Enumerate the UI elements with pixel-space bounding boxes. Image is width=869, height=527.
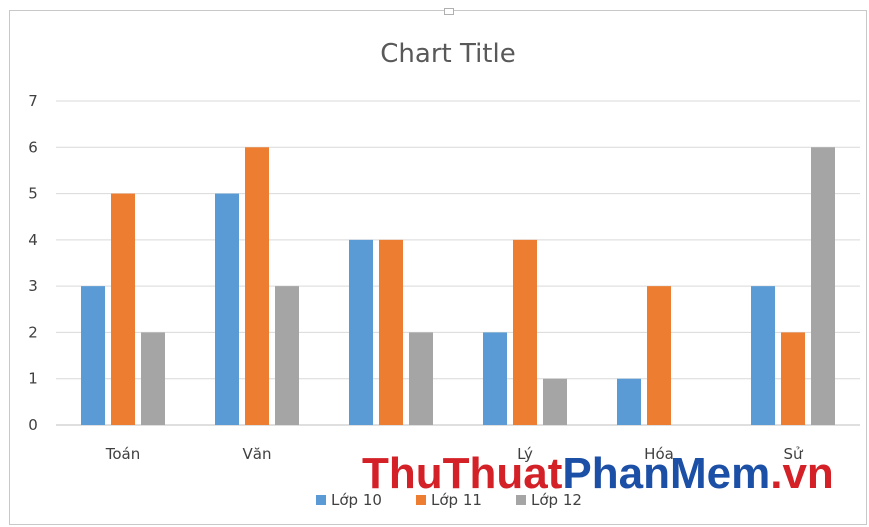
y-tick-label: 3 — [28, 277, 38, 295]
x-tick-label: Văn — [243, 445, 272, 463]
y-tick-label: 2 — [28, 323, 38, 341]
bar[interactable] — [141, 332, 165, 425]
legend-item[interactable]: Lớp 12 — [516, 491, 582, 509]
bar[interactable] — [245, 147, 269, 426]
legend-item[interactable]: Lớp 10 — [316, 491, 382, 509]
bar[interactable] — [275, 286, 299, 425]
watermark: ThuThuatPhanMem.vn — [362, 449, 834, 498]
bar[interactable] — [811, 147, 835, 426]
y-tick-label: 1 — [28, 370, 38, 388]
bar[interactable] — [647, 286, 671, 425]
legend-label: Lớp 10 — [331, 491, 382, 509]
bar[interactable] — [751, 286, 775, 425]
bar[interactable] — [543, 378, 567, 425]
x-tick-label: Lý — [517, 445, 533, 463]
bar[interactable] — [81, 286, 105, 425]
watermark-part-2: PhanMem — [562, 449, 770, 498]
bar[interactable] — [409, 332, 433, 425]
bar[interactable] — [617, 378, 641, 425]
y-tick-label: 4 — [28, 231, 38, 249]
legend-item[interactable]: Lớp 11 — [416, 491, 482, 509]
legend[interactable]: Lớp 10 Lớp 11 Lớp 12 — [316, 491, 582, 509]
legend-swatch — [416, 495, 426, 505]
y-axis-ticks: 0 1 2 3 4 5 6 7 — [28, 92, 38, 434]
chart-title[interactable]: Chart Title — [380, 39, 515, 69]
watermark-part-3: .vn — [770, 449, 834, 498]
bar[interactable] — [215, 193, 239, 425]
resize-handle-top[interactable] — [444, 8, 454, 15]
bar[interactable] — [379, 239, 403, 425]
bar[interactable] — [111, 193, 135, 425]
legend-label: Lớp 11 — [431, 491, 482, 509]
legend-swatch — [316, 495, 326, 505]
watermark-part-1: ThuThuat — [362, 449, 563, 498]
bars — [81, 147, 835, 426]
y-tick-label: 5 — [28, 185, 38, 203]
bar[interactable] — [349, 239, 373, 425]
gridlines — [56, 100, 860, 426]
y-tick-label: 7 — [28, 92, 38, 110]
y-tick-label: 0 — [28, 416, 38, 434]
y-tick-label: 6 — [28, 138, 38, 156]
x-tick-label: Hóa — [644, 445, 674, 463]
bar[interactable] — [513, 239, 537, 425]
svg-text:ThuThuatPhanMem.vn: ThuThuatPhanMem.vn — [362, 449, 834, 498]
legend-swatch — [516, 495, 526, 505]
x-axis-ticks: Toán Văn Lý Hóa Sử — [105, 445, 804, 463]
chart-frame[interactable] — [9, 10, 867, 525]
bar[interactable] — [483, 332, 507, 425]
legend-label: Lớp 12 — [531, 491, 582, 509]
x-tick-label: Toán — [105, 445, 141, 463]
bar[interactable] — [781, 332, 805, 425]
x-tick-label: Sử — [783, 445, 804, 463]
